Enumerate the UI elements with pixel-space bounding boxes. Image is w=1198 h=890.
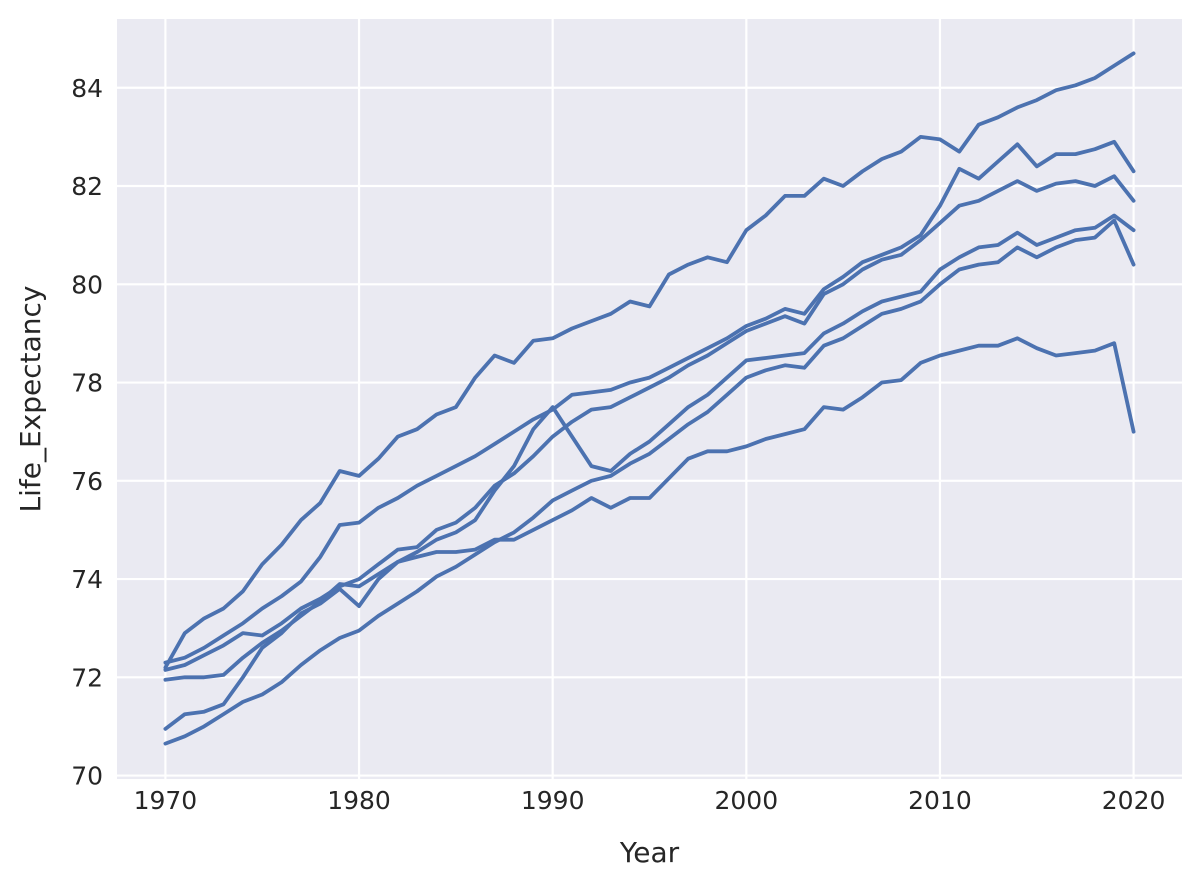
tick-layer: 1970 1980 1990 2000 2010 2020 70 72 74 76 78 80 82 84 [71, 74, 1165, 815]
y-axis-label: Life_Expectancy [14, 286, 47, 513]
y-tick-label: 78 [71, 369, 103, 398]
y-tick-label: 70 [71, 762, 103, 791]
line-series-5 [163, 218, 1136, 746]
x-axis-label: Year [619, 836, 680, 869]
y-tick-label: 74 [71, 565, 103, 594]
line-series-2 [163, 139, 1136, 665]
line-series-6 [163, 336, 1136, 731]
x-tick-label: 2010 [908, 786, 972, 815]
x-tick-label: 1980 [327, 786, 391, 815]
series-layer [163, 51, 1136, 746]
plot-area [117, 19, 1182, 779]
x-tick-label: 2020 [1102, 786, 1166, 815]
x-tick-label: 2000 [715, 786, 779, 815]
line-series-1 [163, 51, 1136, 670]
y-tick-label: 84 [71, 74, 103, 103]
y-tick-label: 82 [71, 172, 103, 201]
y-tick-label: 72 [71, 663, 103, 692]
y-tick-label: 76 [71, 467, 103, 496]
x-tick-label: 1990 [521, 786, 585, 815]
y-tick-label: 80 [71, 270, 103, 299]
x-tick-label: 1970 [134, 786, 198, 815]
line-series-4 [163, 213, 1136, 682]
